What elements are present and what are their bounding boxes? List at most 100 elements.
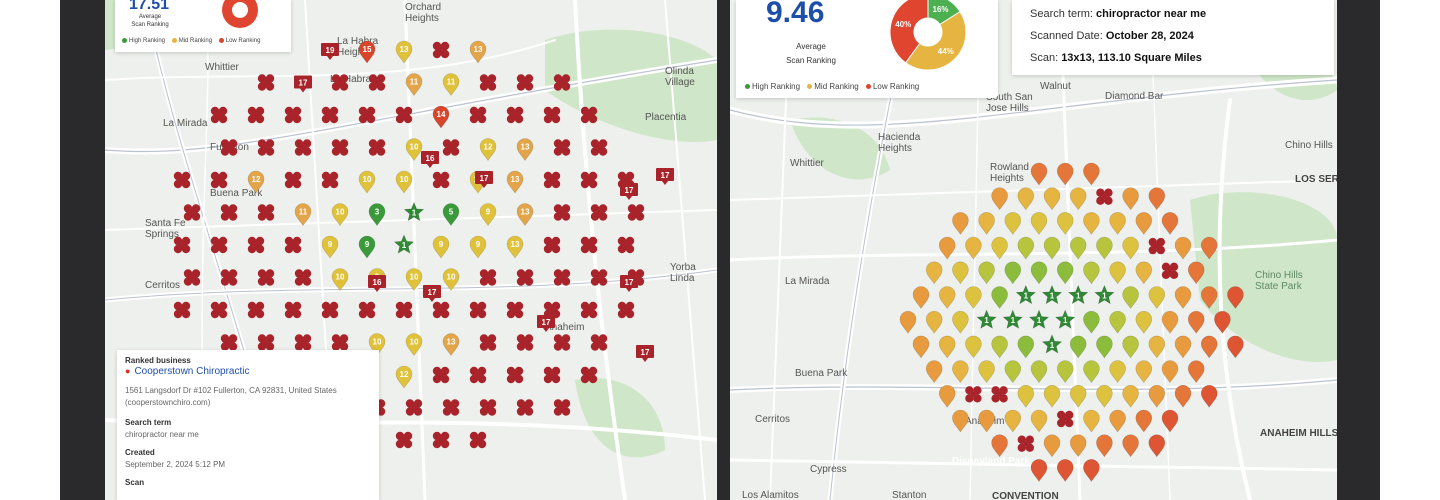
not-ranked-marker[interactable] [543, 106, 561, 124]
not-ranked-marker[interactable] [173, 171, 191, 189]
top-rank-star-pin[interactable]: 1 [1015, 284, 1037, 305]
rank-pin[interactable] [1135, 409, 1153, 433]
top-rank-star-pin[interactable]: 1 [1054, 309, 1076, 329]
rank-pin[interactable] [1083, 409, 1100, 433]
rank-pin[interactable]: 12 [479, 138, 497, 162]
rank-pin[interactable] [1004, 212, 1022, 235]
not-ranked-marker[interactable] [580, 301, 598, 319]
not-ranked-marker[interactable] [210, 106, 228, 124]
not-ranked-marker[interactable] [321, 106, 339, 124]
rank-pin[interactable] [1109, 409, 1126, 433]
not-ranked-marker[interactable] [543, 236, 561, 254]
rank-pin[interactable]: 11 [442, 73, 460, 97]
rank-pin[interactable] [925, 360, 943, 384]
rank-pin[interactable] [1069, 187, 1087, 211]
rank-pin[interactable] [1187, 310, 1205, 334]
right-rank-pins[interactable]: 1 1 1 1 1 1 1 1 1 [899, 162, 1244, 482]
not-ranked-marker[interactable] [1057, 410, 1074, 428]
not-ranked-marker[interactable] [469, 106, 487, 124]
not-ranked-marker[interactable] [553, 399, 571, 416]
not-ranked-marker[interactable] [580, 171, 598, 189]
not-ranked-marker[interactable] [257, 334, 275, 351]
rank-pin[interactable] [1174, 385, 1192, 408]
low-rank-flag-pin[interactable]: 17 [537, 315, 555, 332]
rank-pin[interactable]: 11 [405, 73, 423, 97]
rank-pin[interactable] [925, 261, 943, 285]
rank-pin[interactable]: 3 [368, 203, 386, 227]
rank-pin[interactable] [965, 236, 982, 260]
rank-pin[interactable] [1200, 335, 1218, 359]
not-ranked-marker[interactable] [358, 301, 376, 319]
not-ranked-marker[interactable] [405, 399, 423, 416]
not-ranked-marker[interactable] [220, 334, 238, 351]
rank-pin[interactable] [1122, 187, 1139, 211]
rank-pin[interactable]: 9 [479, 203, 497, 227]
not-ranked-marker[interactable] [220, 204, 238, 221]
rank-pin[interactable] [952, 310, 969, 334]
not-ranked-marker[interactable] [553, 269, 571, 286]
rank-pin[interactable] [1083, 261, 1100, 285]
not-ranked-marker[interactable] [183, 204, 201, 221]
not-ranked-marker[interactable] [284, 171, 302, 189]
not-ranked-marker[interactable] [395, 301, 413, 319]
business-name[interactable]: Cooperstown Chiropractic [125, 366, 249, 377]
low-rank-flag-pin[interactable]: 17 [620, 275, 638, 292]
rank-pin[interactable] [1096, 385, 1113, 408]
not-ranked-marker[interactable] [516, 74, 534, 91]
low-rank-flag-pin[interactable]: 17 [423, 285, 441, 302]
not-ranked-marker[interactable] [321, 171, 339, 189]
rank-pin[interactable]: 13 [516, 203, 534, 227]
not-ranked-marker[interactable] [257, 139, 275, 156]
rank-pin[interactable] [1187, 360, 1205, 384]
rank-pin[interactable] [1030, 162, 1048, 186]
rank-pin[interactable] [1122, 236, 1139, 260]
not-ranked-marker[interactable] [479, 399, 497, 416]
low-rank-flag-pin[interactable]: 17 [475, 171, 493, 188]
not-ranked-marker[interactable] [210, 236, 228, 254]
rank-pin[interactable]: 9 [432, 235, 450, 259]
rank-pin[interactable] [1161, 409, 1179, 433]
not-ranked-marker[interactable] [553, 139, 571, 156]
rank-pin[interactable] [952, 409, 969, 433]
not-ranked-marker[interactable] [395, 106, 413, 124]
rank-pin[interactable] [991, 236, 1008, 260]
rank-pin[interactable] [1043, 236, 1061, 260]
not-ranked-marker[interactable] [442, 139, 460, 156]
rank-pin[interactable] [1030, 261, 1048, 285]
low-rank-flag-pin[interactable]: 17 [636, 345, 654, 362]
not-ranked-marker[interactable] [331, 139, 349, 156]
rank-pin[interactable] [978, 261, 995, 285]
rank-pin[interactable]: 13 [506, 170, 524, 194]
not-ranked-marker[interactable] [516, 334, 534, 351]
rank-pin[interactable]: 5 [442, 203, 460, 227]
rank-pin[interactable] [1148, 434, 1166, 458]
rank-pin[interactable] [991, 286, 1008, 310]
rank-pin[interactable] [1056, 162, 1074, 186]
not-ranked-marker[interactable] [284, 301, 302, 319]
rank-pin[interactable] [1056, 360, 1074, 384]
not-ranked-marker[interactable] [627, 204, 645, 221]
not-ranked-marker[interactable] [543, 171, 561, 189]
top-rank-star-pin[interactable]: 1 [1094, 284, 1115, 305]
rank-pin[interactable] [1083, 310, 1100, 334]
not-ranked-marker[interactable] [247, 106, 265, 124]
rank-pin[interactable] [1200, 385, 1218, 408]
not-ranked-marker[interactable] [294, 334, 312, 351]
not-ranked-marker[interactable] [553, 204, 571, 221]
not-ranked-marker[interactable] [257, 74, 275, 91]
left-rank-pins[interactable]: 1915131317111114101213121010101311103159… [173, 40, 674, 449]
rank-pin[interactable]: 13 [469, 40, 487, 64]
top-rank-star-pin[interactable]: 1 [1041, 284, 1063, 305]
rank-pin[interactable] [978, 212, 995, 235]
rank-pin[interactable] [1109, 212, 1126, 235]
rank-pin[interactable] [1109, 360, 1126, 384]
rank-pin[interactable] [938, 286, 956, 310]
rank-pin[interactable] [1096, 335, 1113, 359]
rank-pin[interactable] [1096, 236, 1113, 260]
rank-pin[interactable] [1109, 310, 1126, 334]
rank-pin[interactable]: 9 [469, 235, 487, 259]
not-ranked-marker[interactable] [516, 269, 534, 286]
rank-pin[interactable]: 10 [331, 268, 349, 292]
rank-pin[interactable]: 12 [395, 365, 413, 389]
rank-pin[interactable] [1069, 335, 1087, 359]
